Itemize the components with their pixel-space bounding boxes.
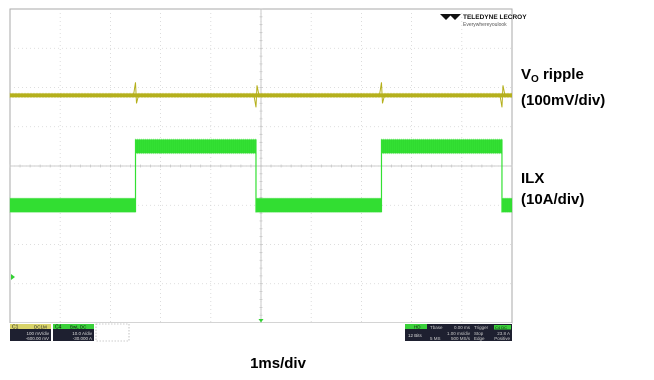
trigger-type: Edge bbox=[474, 336, 485, 341]
c1-coupling-badge: DC1M bbox=[34, 325, 47, 330]
vo-ripple-title: VO ripple bbox=[521, 64, 605, 90]
trigger-descriptor[interactable]: Trigger C4 DC Stop 23.8 A Edge Positive bbox=[472, 324, 512, 341]
trigger-source-badge: C4 DC bbox=[495, 325, 507, 330]
ilx-segment bbox=[501, 198, 512, 213]
channel-4-descriptor[interactable]: C4 BwL DC 10.0 A/div -30.000 A bbox=[53, 324, 94, 341]
timebase-annotation: 1ms/div bbox=[250, 355, 306, 372]
trigger-mode: Stop bbox=[474, 331, 484, 336]
trigger-position-marker-icon bbox=[258, 319, 264, 323]
tbase-value: 0.00 ms bbox=[454, 325, 471, 330]
logo-tagline-text: Everywhereyoulook bbox=[463, 22, 507, 28]
trigger-level: 23.8 A bbox=[497, 331, 510, 336]
ilx-title: ILX bbox=[521, 170, 545, 187]
grid bbox=[9, 8, 513, 324]
c1-label: C1 bbox=[12, 325, 19, 331]
ilx-annotation: ILX (10A/div) bbox=[521, 168, 584, 210]
c4-label: C4 bbox=[55, 325, 62, 331]
vo-main-text: V bbox=[521, 66, 532, 83]
vo-spike bbox=[253, 85, 260, 108]
vo-subscript-text: O bbox=[531, 74, 539, 85]
acquisition-descriptor[interactable]: HD 12 Bits bbox=[405, 324, 427, 341]
ilx-segment bbox=[10, 198, 136, 213]
vo-ripple-annotation: VO ripple (100mV/div) bbox=[521, 64, 605, 111]
c4-offset: -30.000 A bbox=[73, 336, 92, 341]
sample-rate: 500 MS/s bbox=[451, 336, 471, 341]
c1-vdiv: 100 mV/div bbox=[26, 331, 49, 336]
time-per-div: 1.00 ms/div bbox=[447, 331, 471, 336]
sample-count: 5 MS bbox=[430, 336, 441, 341]
vo-spike bbox=[378, 82, 385, 104]
channel-1-descriptor[interactable]: C1 DC1M 100 mV/div -600.00 mV bbox=[10, 324, 51, 341]
channel-ground-marker-icon bbox=[11, 274, 15, 280]
vo-trace bbox=[10, 93, 512, 98]
timebase-descriptor[interactable]: Tbase 0.00 ms 5 MS 1.00 ms/div 500 MS/s bbox=[427, 324, 472, 341]
logo-mark-icon bbox=[440, 14, 461, 20]
tbase-label: Tbase bbox=[430, 325, 443, 330]
vo-scale-text: (100mV/div) bbox=[521, 92, 606, 109]
bit-depth: 12 Bits bbox=[408, 333, 423, 338]
c1-offset: -600.00 mV bbox=[26, 336, 49, 341]
ilx-scale-text: (10A/div) bbox=[521, 191, 585, 208]
teledyne-lecroy-logo: TELEDYNE LECROY Everywhereyoulook bbox=[440, 14, 527, 28]
trigger-slope: Positive bbox=[494, 336, 510, 341]
c4-coupling-badge: BwL DC bbox=[70, 325, 87, 330]
c4-adiv: 10.0 A/div bbox=[72, 331, 93, 336]
logo-brand-text: TELEDYNE LECROY bbox=[463, 14, 527, 21]
vo-spike bbox=[499, 85, 506, 108]
traces bbox=[9, 82, 513, 323]
empty-channel-slot bbox=[95, 323, 130, 342]
trigger-label: Trigger bbox=[474, 325, 489, 330]
vo-ripple-text: ripple bbox=[538, 66, 584, 83]
scope-status-bar: C1 DC1M 100 mV/div -600.00 mV C4 BwL DC … bbox=[9, 323, 512, 342]
hd-badge: HD bbox=[414, 325, 421, 330]
ilx-segment bbox=[255, 198, 382, 213]
vo-spike bbox=[133, 82, 139, 104]
